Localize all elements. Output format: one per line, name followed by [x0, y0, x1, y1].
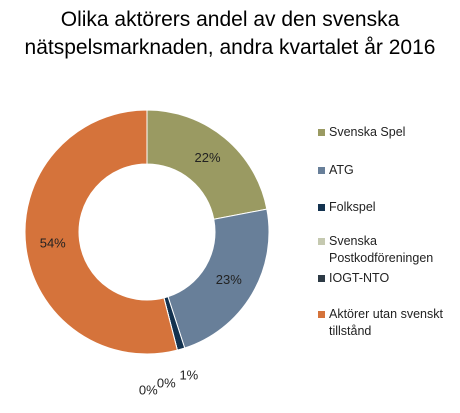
data-label: 1% [179, 367, 198, 382]
data-label: 54% [40, 235, 66, 250]
data-label: 0% [157, 376, 176, 391]
donut-slice [146, 109, 268, 220]
data-label: 23% [216, 272, 242, 287]
legend-label: IOGT-NTO [329, 271, 390, 285]
donut-slice [24, 109, 178, 355]
legend-entry: Svenska Spel [318, 124, 460, 141]
legend-entry: Folkspel [318, 199, 460, 216]
legend-swatch [318, 238, 325, 245]
legend-label: Svenska Spel [329, 125, 406, 139]
legend-entry: IOGT-NTO [318, 270, 460, 287]
chart-title: Olika aktörers andel av den svenska näts… [24, 8, 436, 59]
legend-swatch [318, 129, 325, 136]
data-label: 22% [195, 150, 221, 165]
legend-label: ATG [329, 163, 354, 177]
data-label: 0% [139, 383, 158, 398]
legend-entry: ATG [318, 162, 460, 179]
legend-label: Folkspel [329, 200, 376, 214]
legend-swatch [318, 311, 325, 318]
legend-entry: Aktörer utan svenskt tillstånd [318, 306, 460, 340]
legend-swatch [318, 275, 325, 282]
legend-entry: Svenska Postkodföreningen [318, 233, 460, 267]
legend-swatch [318, 204, 325, 211]
legend-label: Aktörer utan svenskt tillstånd [329, 307, 443, 338]
legend-swatch [318, 167, 325, 174]
legend-label: Svenska Postkodföreningen [329, 234, 434, 265]
donut-slice [167, 208, 270, 349]
